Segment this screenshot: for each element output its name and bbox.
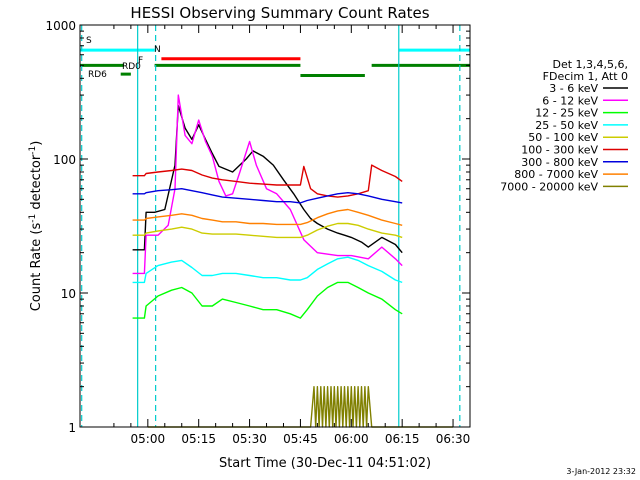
series-line: [132, 281, 403, 319]
series-lines: [132, 94, 453, 428]
x-tick-label: 06:00: [334, 432, 369, 446]
series-line: [147, 386, 453, 428]
x-tick-label: 05:30: [232, 432, 267, 446]
legend-entry-label: 6 - 12 keV: [542, 94, 598, 107]
flag-label: N: [154, 45, 161, 55]
flag-label: RD0: [122, 62, 141, 72]
y-axis-ticks: 1 10 100 1000: [45, 19, 470, 435]
y-tick-label: 1: [68, 421, 76, 435]
plot-frame: [79, 24, 471, 428]
vertical-markers: [81, 25, 461, 427]
x-tick-label: 05:00: [131, 432, 166, 446]
legend-entry-label: 7000 - 20000 keV: [500, 180, 598, 193]
series-line: [132, 188, 403, 204]
legend-header-line2: FDecim 1, Att 0: [543, 70, 628, 83]
series-line: [132, 208, 403, 226]
y-tick-label: 1000: [45, 19, 76, 33]
flag-bars: [80, 48, 470, 77]
legend-entry-label: 3 - 6 keV: [549, 82, 598, 95]
legend-entry-label: 12 - 25 keV: [535, 107, 598, 120]
footer-date: 3-Jan-2012 23:32: [566, 467, 636, 476]
series-line: [132, 222, 403, 239]
flag-label: S: [86, 36, 92, 46]
series-line: [132, 164, 403, 198]
legend-header-line1: Det 1,3,4,5,6,: [552, 58, 628, 71]
chart-title: HESSI Observing Summary Count Rates: [130, 4, 429, 22]
x-tick-label: 05:15: [181, 432, 216, 446]
y-axis-label: Count Rate (s-1 detector-1): [28, 141, 44, 312]
series-line: [132, 105, 403, 254]
legend-entry-label: 800 - 7000 keV: [514, 168, 598, 181]
flag-label: RD6: [88, 70, 107, 80]
y-tick-label: 100: [53, 153, 76, 167]
series-line: [132, 256, 403, 284]
legend-entry-label: 50 - 100 keV: [528, 131, 598, 144]
legend-entry-label: 25 - 50 keV: [535, 119, 598, 132]
legend: Det 1,3,4,5,6, FDecim 1, Att 0 3 - 6 keV…: [500, 58, 628, 193]
x-tick-label: 06:30: [436, 432, 471, 446]
legend-entry-label: 100 - 300 keV: [521, 144, 598, 157]
x-tick-label: 05:45: [283, 432, 318, 446]
series-line: [132, 94, 403, 275]
legend-entry-label: 300 - 800 keV: [521, 156, 598, 169]
x-axis-label: Start Time (30-Dec-11 04:51:02): [219, 456, 431, 471]
x-tick-label: 06:15: [385, 432, 420, 446]
x-axis-ticks: 05:00 05:15 05:30 05:45 06:00 06:15 06:30: [79, 25, 471, 446]
y-tick-label: 10: [61, 287, 76, 301]
flag-label: F: [138, 56, 143, 66]
